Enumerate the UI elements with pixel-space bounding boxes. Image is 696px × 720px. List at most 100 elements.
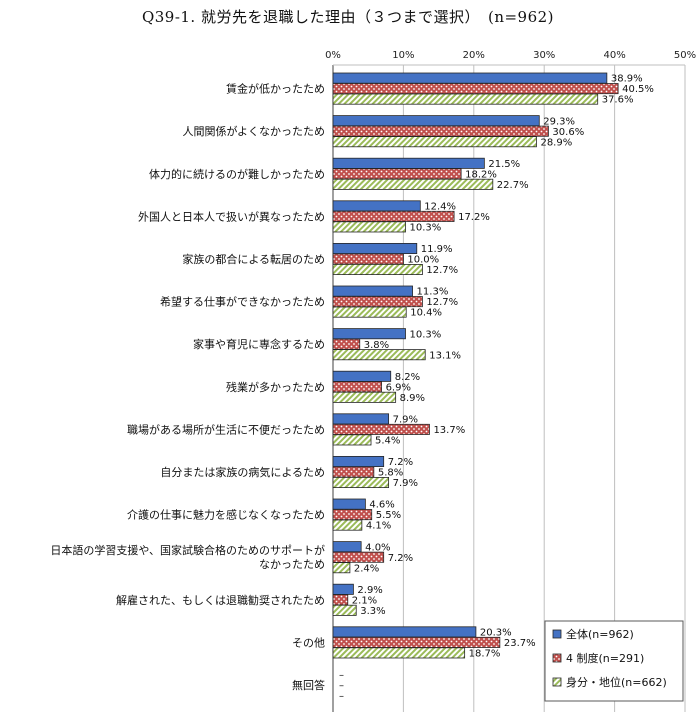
x-tick-label: 40% <box>603 50 625 61</box>
bar <box>332 263 423 275</box>
bar <box>332 306 407 318</box>
data-label: 11.9% <box>421 244 453 255</box>
bar <box>332 562 351 574</box>
x-tick-label: 50% <box>674 50 696 61</box>
bar <box>332 115 540 127</box>
data-label: 5.4% <box>375 436 400 447</box>
category-label: 日本語の学習支援や、国家試験合格のためのサポートが <box>50 543 325 557</box>
x-tick-label: 20% <box>463 50 485 61</box>
bar <box>332 178 494 190</box>
category-label: 無回答 <box>292 678 325 692</box>
data-label: 10.4% <box>410 308 442 319</box>
bar <box>332 423 430 435</box>
bar <box>332 125 549 137</box>
data-label: 5.8% <box>378 468 403 479</box>
bar <box>332 434 372 446</box>
legend-label: 4 制度(n=291) <box>566 651 644 665</box>
bar <box>332 391 397 403</box>
data-label: – <box>339 691 344 702</box>
bar <box>332 338 361 350</box>
data-label: 10.3% <box>410 329 442 340</box>
data-label: – <box>339 681 344 692</box>
bar <box>332 221 406 233</box>
data-label: 40.5% <box>622 84 654 95</box>
bar <box>332 381 382 393</box>
data-label: 30.6% <box>552 127 584 138</box>
legend-swatch <box>552 677 562 687</box>
category-label: 体力的に続けるのが難しかったため <box>149 167 325 181</box>
data-label: 2.1% <box>352 595 377 606</box>
category-label: 賃金が低かったため <box>226 82 325 96</box>
category-label: 希望する仕事ができなかったため <box>160 295 325 309</box>
bar <box>332 370 392 382</box>
bar <box>332 253 404 265</box>
category-label: なかったため <box>259 558 325 571</box>
legend-label: 全体(n=962) <box>566 627 634 641</box>
data-label: 10.3% <box>410 223 442 234</box>
category-label: 職場がある場所が生活に不便だったため <box>127 422 325 436</box>
data-label: 12.7% <box>426 297 458 308</box>
bar <box>332 168 462 180</box>
data-label: 5.5% <box>376 510 401 521</box>
data-label: 20.3% <box>480 628 512 639</box>
data-label: 18.7% <box>469 649 501 660</box>
data-label: 3.8% <box>364 340 389 351</box>
legend-swatch <box>552 629 562 639</box>
bar <box>332 647 466 659</box>
data-label: 6.9% <box>386 382 411 393</box>
data-label: 37.6% <box>602 95 634 106</box>
bar <box>332 583 354 595</box>
data-label: 21.5% <box>488 159 520 170</box>
bar <box>332 413 390 425</box>
category-label: その他 <box>292 636 325 649</box>
bar <box>332 509 373 521</box>
legend-label: 身分・地位(n=662) <box>566 675 667 689</box>
legend-swatch <box>552 653 562 663</box>
data-label: 8.9% <box>400 393 425 404</box>
bar <box>332 93 599 105</box>
data-label: 3.3% <box>360 606 385 617</box>
data-label: 10.0% <box>407 255 439 266</box>
bar <box>332 349 426 361</box>
bar <box>332 551 385 563</box>
bar <box>332 136 537 148</box>
bar <box>332 296 423 308</box>
data-label: 23.7% <box>504 638 536 649</box>
bar <box>332 636 501 648</box>
bar <box>332 210 455 222</box>
x-tick-label: 10% <box>392 50 414 61</box>
data-label: 18.2% <box>465 169 497 180</box>
data-label: 4.1% <box>366 521 391 532</box>
bar <box>332 83 619 95</box>
data-label: 7.9% <box>393 478 418 489</box>
bar <box>332 498 366 510</box>
bar <box>332 157 485 169</box>
bar <box>332 519 363 531</box>
data-label: 22.7% <box>497 180 529 191</box>
legend-box <box>544 620 684 702</box>
data-label: 7.2% <box>388 457 413 468</box>
data-label: 13.1% <box>429 350 461 361</box>
data-label: 4.0% <box>365 542 390 553</box>
category-label: 残業が多かったため <box>226 380 325 394</box>
data-label: 38.9% <box>611 74 643 85</box>
data-label: 17.2% <box>458 212 490 223</box>
data-label: 11.3% <box>417 287 449 298</box>
bar <box>332 242 418 254</box>
data-label: 8.2% <box>395 372 420 383</box>
bar <box>332 541 362 553</box>
bar <box>332 285 413 297</box>
data-label: 28.9% <box>540 137 572 148</box>
category-label: 介護の仕事に魅力を感じなくなったため <box>127 508 325 522</box>
x-tick-label: 30% <box>533 50 555 61</box>
bar <box>332 594 349 606</box>
category-label: 自分または家族の病気によるため <box>160 465 325 479</box>
chart-title: Q39-1. 就労先を退職した理由（３つまで選択） (n=962) <box>141 8 555 26</box>
data-label: 29.3% <box>543 116 575 127</box>
bar <box>332 72 608 84</box>
x-tick-label: 0% <box>325 50 341 61</box>
category-label: 人間関係がよくなかったため <box>183 124 325 138</box>
bar <box>332 626 477 638</box>
category-label: 家事や育児に専念するため <box>193 337 325 351</box>
